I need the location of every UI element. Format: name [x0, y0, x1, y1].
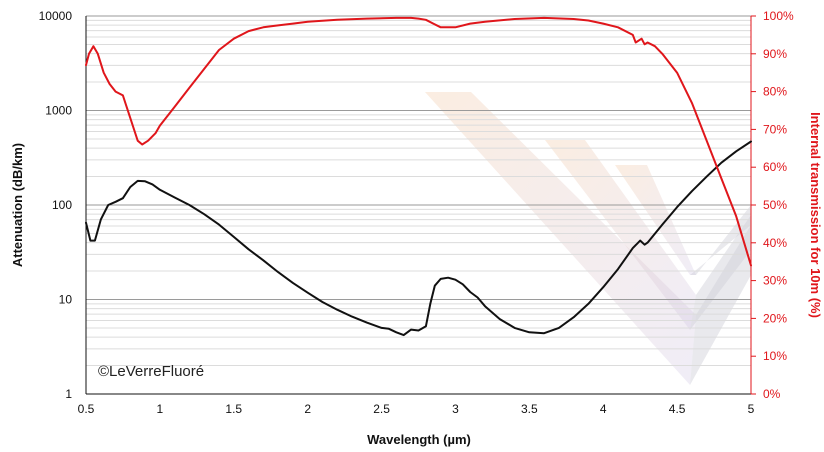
y2-tick-label: 10% — [763, 349, 787, 363]
x-axis-title: Wavelength (µm) — [367, 432, 471, 447]
y-tick-label: 1000 — [45, 104, 72, 118]
logo-watermark — [425, 92, 751, 385]
x-tick-label: 4.5 — [669, 402, 686, 416]
y2-axis-title: Internal transmission for 10m (%) — [808, 112, 823, 318]
y2-tick-label: 100% — [763, 9, 794, 23]
y-axis-title: Attenuation (dB/km) — [10, 143, 25, 267]
x-tick-label: 3.5 — [521, 402, 538, 416]
x-tick-label: 2.5 — [373, 402, 390, 416]
axes — [85, 15, 756, 395]
minor-gridlines — [86, 19, 751, 367]
x-tick-label: 5 — [748, 402, 755, 416]
y2-tick-label: 20% — [763, 311, 787, 325]
y2-tick-label: 70% — [763, 122, 787, 136]
y2-tick-label: 0% — [763, 387, 781, 401]
y2-tick-label: 50% — [763, 198, 787, 212]
y2-tick-label: 90% — [763, 47, 787, 61]
watermark-chevron-left — [545, 140, 696, 330]
x-tick-label: 0.5 — [78, 402, 95, 416]
x-tick-label: 2 — [304, 402, 311, 416]
copyright-annotation: ©LeVerreFluoré — [98, 363, 204, 380]
y-axis-tick-labels: 1 10 100 1000 10000 — [39, 9, 73, 401]
x-axis-tick-labels: 0.5 1 1.5 2 2.5 3 3.5 4 4.5 5 — [78, 402, 755, 416]
y-tick-label: 1 — [65, 387, 72, 401]
watermark-chevron-right — [690, 225, 751, 385]
series-lines — [85, 16, 752, 337]
transmission-line — [85, 16, 752, 267]
y2-tick-label: 60% — [763, 160, 787, 174]
attenuation-line — [85, 140, 752, 337]
x-tick-label: 1.5 — [225, 402, 242, 416]
y-tick-label: 10 — [59, 293, 73, 307]
x-tick-label: 4 — [600, 402, 607, 416]
watermark-chevron-right — [690, 215, 751, 330]
y2-axis-tick-labels: 0% 10% 20% 30% 40% 50% 60% 70% 80% 90% 100% — [763, 9, 794, 401]
x-tick-label: 1 — [157, 402, 164, 416]
y2-tick-label: 30% — [763, 274, 787, 288]
y-tick-label: 100 — [52, 198, 72, 212]
y2-tick-label: 80% — [763, 85, 787, 99]
y-tick-label: 10000 — [39, 9, 73, 23]
watermark-chevron-left — [425, 92, 696, 385]
y2-tick-label: 40% — [763, 236, 787, 250]
x-tick-label: 3 — [452, 402, 459, 416]
